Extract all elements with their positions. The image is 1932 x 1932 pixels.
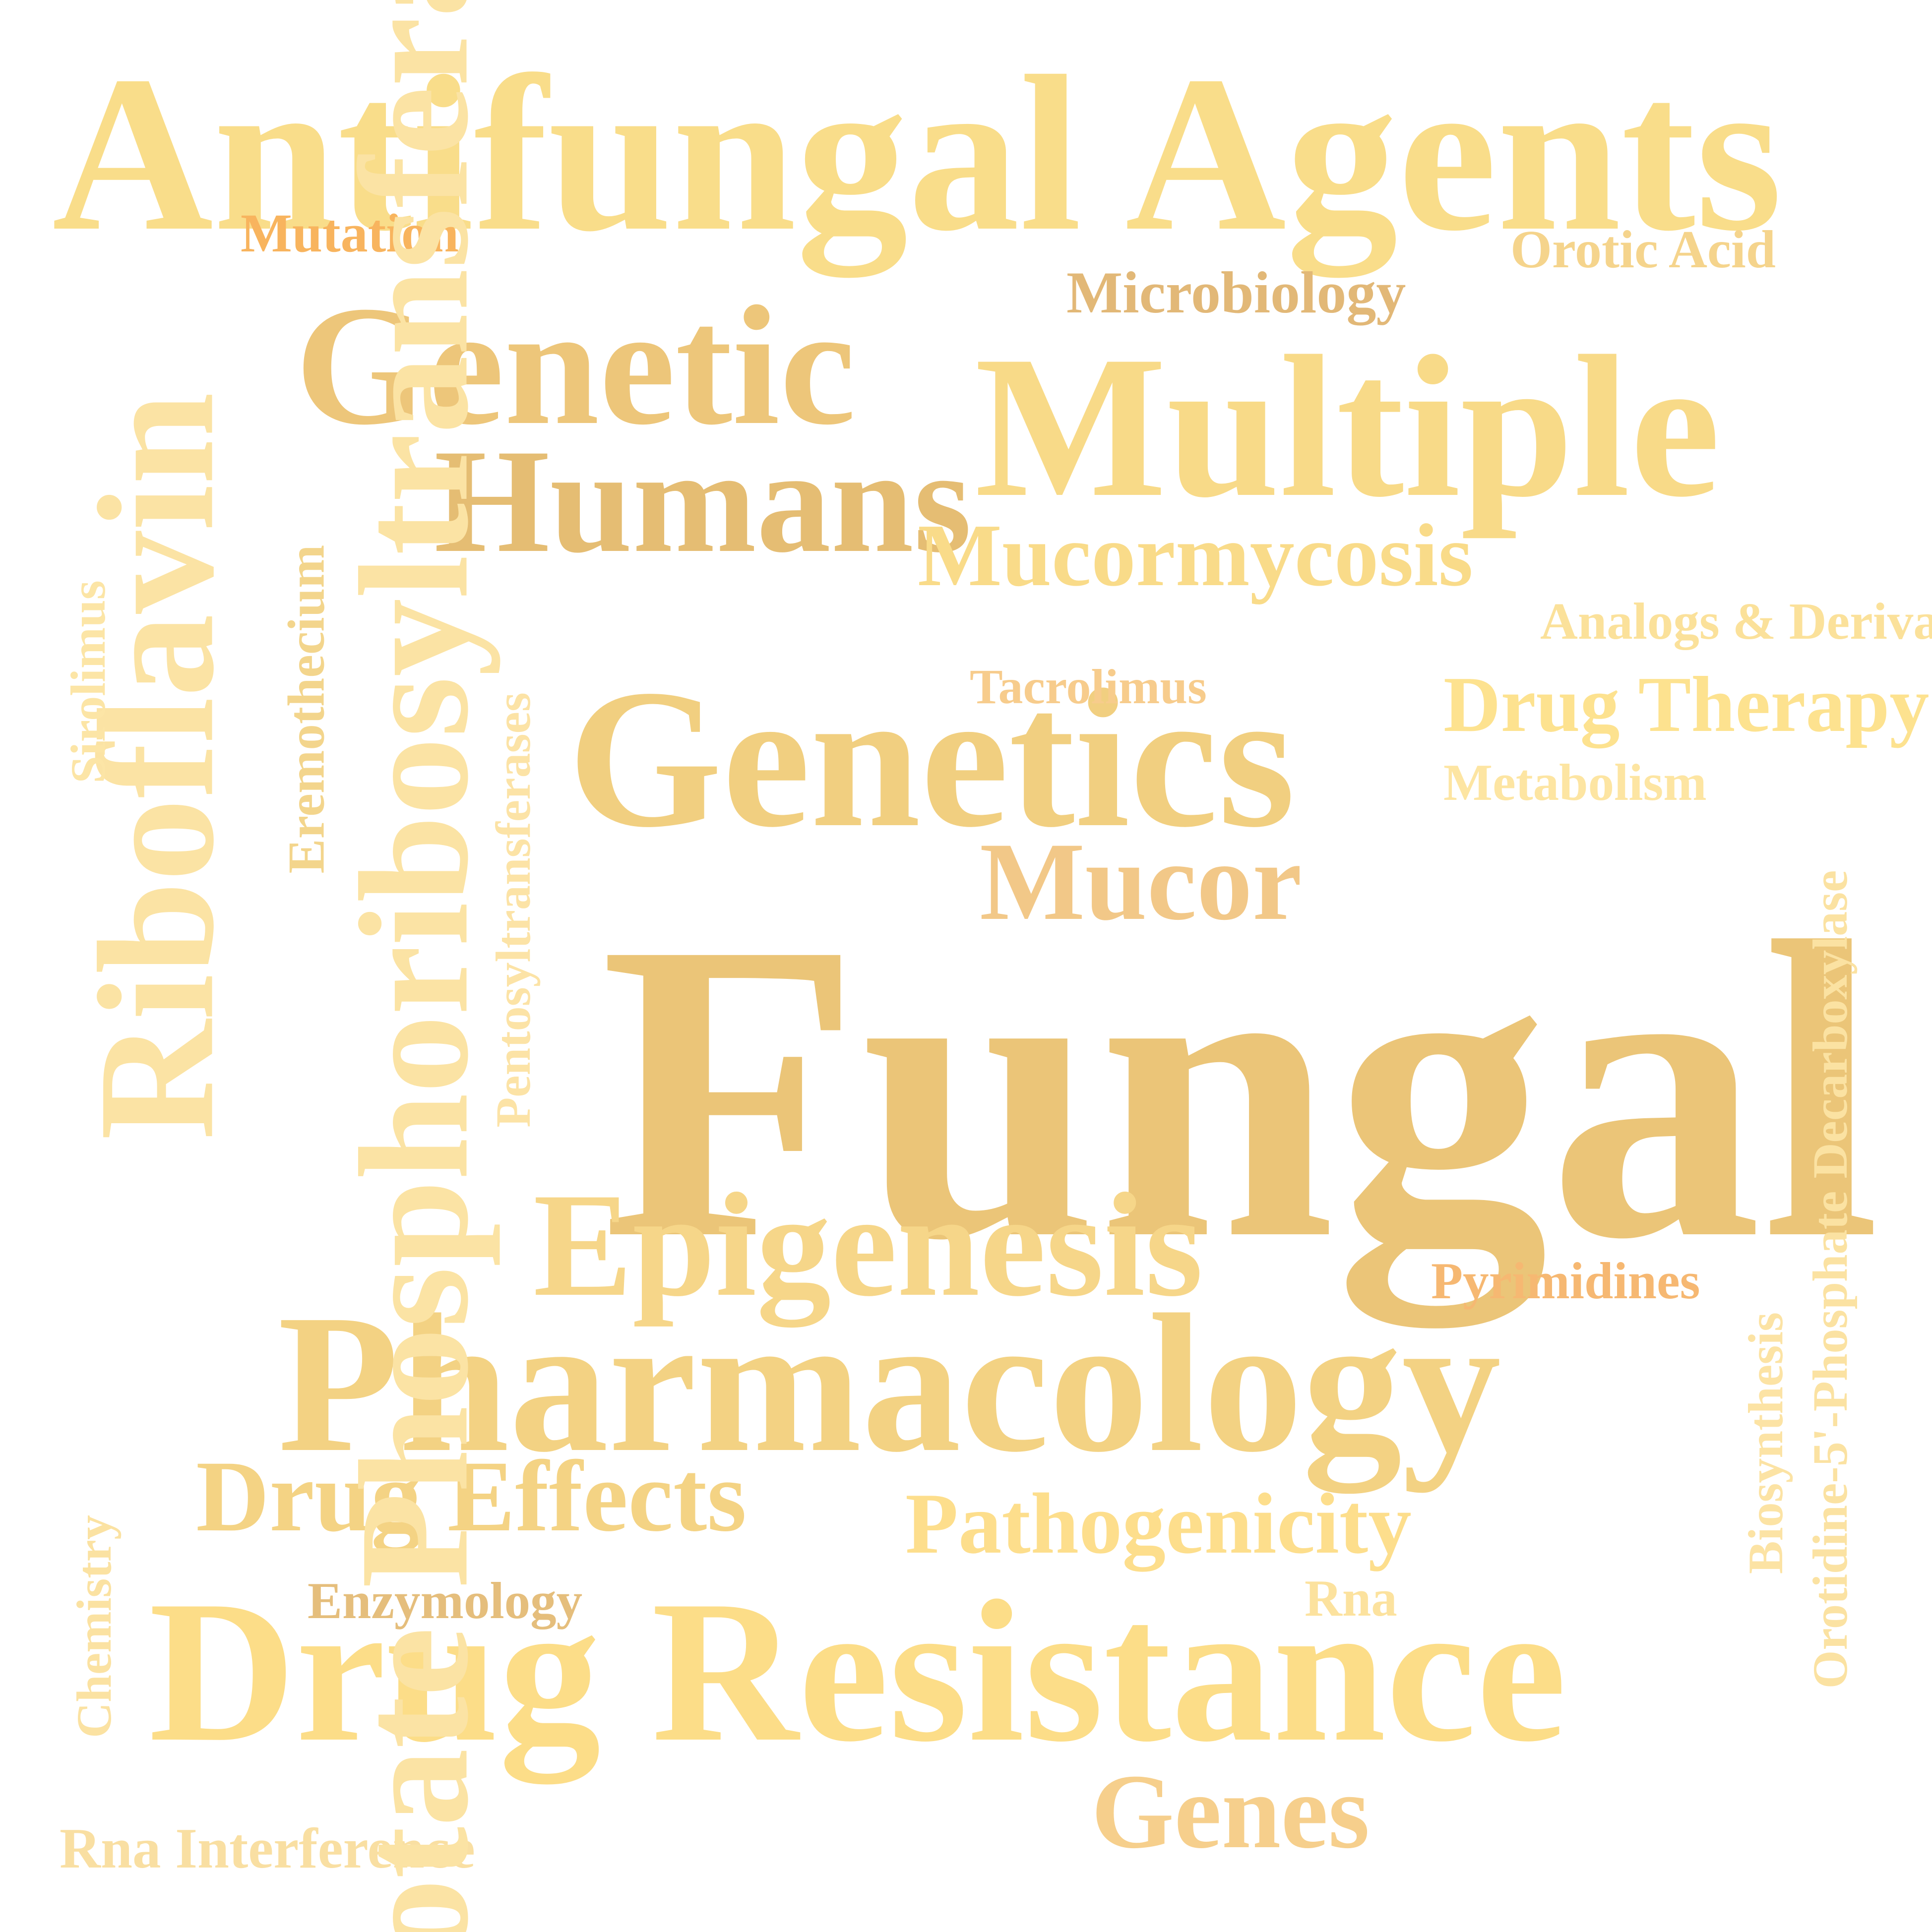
word-drug-effects: Mucor (980, 819, 1302, 943)
word-drug-therapy: Mucormycosis (918, 506, 1473, 604)
word-genetic: Genetic (295, 271, 856, 460)
word-genetics: Genetics (568, 649, 1296, 868)
word-mutation: Drug Therapy (1443, 660, 1930, 748)
word-microbiology: Pathogenicity (905, 1475, 1412, 1571)
word-orotic-acid: Microbiology (1066, 259, 1406, 325)
word-pathogenicity: Drug Effects (196, 1440, 747, 1553)
word-genes: Orotate Phosphoribosyltransferase (327, 0, 501, 1932)
word-humans: Epigenesis (533, 1162, 1203, 1327)
word-mucormycosis: Genes (1091, 1752, 1370, 1871)
word-analogs-derivatives: Mutation (241, 203, 459, 263)
word-riboflavin: Enzymology (308, 1571, 583, 1630)
word-chemistry: Chemistry (66, 1515, 122, 1738)
word-fungal: Fungal (600, 855, 1880, 1327)
word-tacrolimus: Analogs & Derivatives (1540, 592, 1932, 650)
word-metabolism: Orotic Acid (1510, 220, 1776, 279)
word-sirolimus: Sirolimus (61, 580, 116, 784)
word-pentosyltransferases: Pentosyltransferases (486, 692, 541, 1128)
word-drug-resistance: Drug Resistance (149, 1559, 1567, 1784)
word-rna-interference: Rna (1305, 1569, 1397, 1627)
word-antifungal-agents: Antifungal Agents (52, 30, 1783, 277)
word-orotate-phosphoribosyltransferase: Rna Interference (60, 1817, 475, 1880)
word-enzymology: Pyrimidines (1431, 1252, 1700, 1310)
word-pharmacology: Pharmacology (278, 1273, 1501, 1493)
word-biosynthesis: Biosynthesis (1738, 1312, 1793, 1574)
word-orotidine-decarboxylase: Orotidine-5'-Phosphate Decarboxylase (1803, 870, 1858, 1689)
word-mucor: Humans (434, 419, 972, 583)
word-eremothecium: Eremothecium (277, 544, 335, 874)
word-rna: Tacrolimus (970, 659, 1207, 714)
word-multiple: Multiple (975, 314, 1721, 539)
word-pyrimidines: Metabolism (1443, 753, 1707, 811)
